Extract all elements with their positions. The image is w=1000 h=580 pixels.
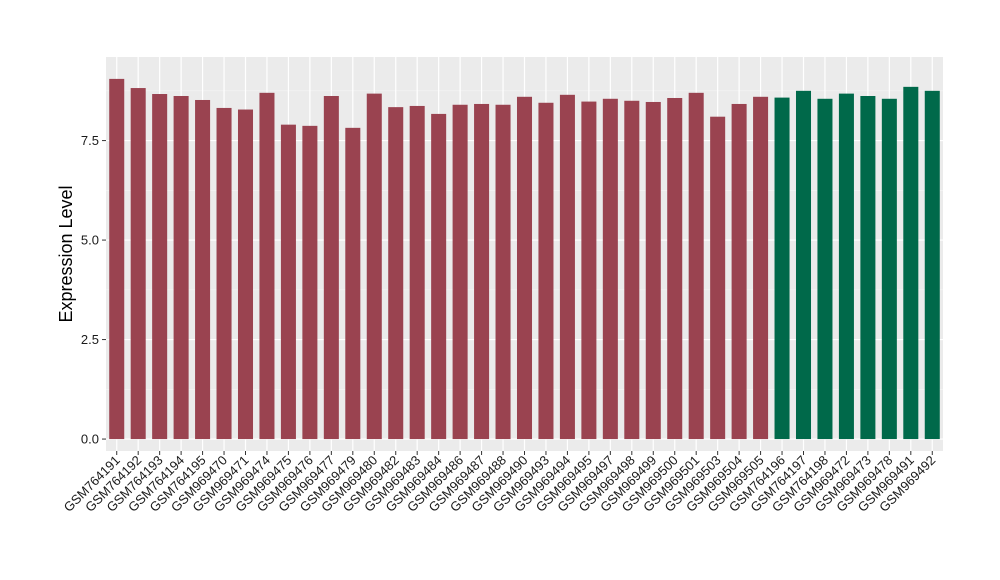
- bar-gsm764195: [195, 99, 211, 440]
- bar-gsm969482: [388, 107, 404, 440]
- bar-gsm969494: [559, 94, 575, 440]
- y-tick-label: 2.5: [81, 332, 99, 347]
- x-axis: GSM764191GSM764192GSM764193GSM764194GSM7…: [61, 451, 938, 515]
- bar-gsm969505: [753, 96, 769, 440]
- bar-gsm969473: [860, 96, 876, 440]
- bar-gsm969503: [710, 116, 726, 440]
- bar-gsm969475: [280, 124, 296, 440]
- bar-gsm969498: [624, 100, 640, 440]
- bar-gsm969484: [431, 113, 447, 440]
- bar-gsm764197: [795, 90, 812, 440]
- bar-gsm969504: [731, 103, 747, 440]
- bar-gsm969497: [602, 98, 618, 440]
- bar-gsm969486: [452, 104, 468, 440]
- bar-gsm969491: [903, 86, 919, 440]
- bar-gsm969479: [345, 127, 361, 440]
- bar-gsm969470: [216, 107, 232, 440]
- bar-gsm764191: [109, 78, 125, 440]
- bar-gsm969500: [667, 97, 683, 440]
- bar-gsm764194: [173, 96, 189, 440]
- bar-series: [109, 78, 940, 440]
- bar-gsm764196: [774, 97, 790, 440]
- bar-gsm969493: [538, 102, 554, 440]
- bar-gsm969477: [323, 96, 339, 440]
- y-tick-label: 7.5: [81, 133, 99, 148]
- bar-gsm969474: [259, 92, 275, 440]
- y-axis-title: Expression Level: [56, 185, 76, 322]
- bar-gsm969499: [645, 101, 661, 440]
- bar-gsm764193: [152, 94, 168, 440]
- bar-gsm969487: [474, 103, 490, 440]
- bar-gsm969471: [237, 109, 254, 440]
- bar-gsm969495: [581, 101, 597, 440]
- bar-gsm969483: [409, 105, 425, 440]
- bar-gsm969490: [516, 96, 533, 440]
- bar-gsm969476: [302, 125, 318, 440]
- y-tick-label: 5.0: [81, 233, 99, 248]
- bar-gsm764198: [817, 98, 833, 440]
- bar-gsm969488: [495, 104, 511, 440]
- bar-gsm969492: [924, 90, 940, 440]
- y-tick-label: 0.0: [81, 432, 99, 447]
- bar-gsm969480: [366, 93, 382, 440]
- bar-gsm969472: [838, 93, 854, 440]
- bar-gsm969478: [881, 98, 897, 440]
- bar-gsm764192: [130, 88, 146, 440]
- y-axis: 0.0 2.5 5.0 7.5: [81, 133, 106, 447]
- bar-gsm969501: [688, 92, 704, 440]
